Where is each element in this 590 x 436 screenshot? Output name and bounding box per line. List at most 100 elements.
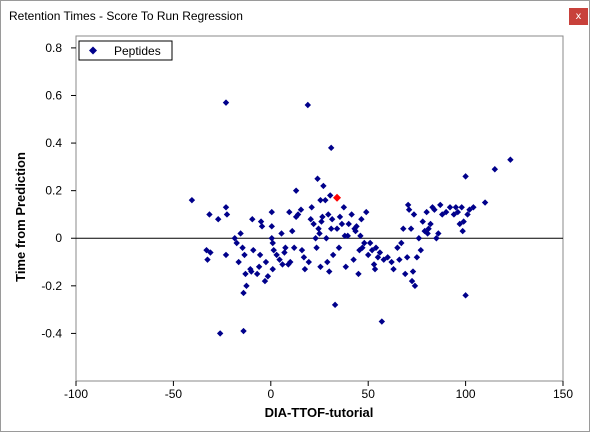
data-point — [403, 254, 411, 261]
data-point — [278, 230, 285, 237]
data-point — [344, 232, 351, 240]
data-point — [294, 211, 302, 218]
data-point — [257, 218, 265, 225]
chart-canvas[interactable]: -100 -50 0 50 100 150 -0.4 -0.2 0 0.2 0.4 0.6 0.8 Pe… — [1, 31, 589, 431]
x-tick-label: 150 — [553, 387, 573, 401]
data-point — [240, 327, 247, 335]
data-point — [431, 206, 438, 213]
data-point — [188, 196, 196, 204]
data-point — [378, 318, 386, 325]
data-point — [458, 204, 465, 211]
data-point — [410, 211, 418, 218]
data-point — [242, 270, 249, 278]
data-point — [328, 216, 336, 223]
data-point — [273, 251, 280, 259]
data-point — [322, 196, 329, 204]
data-point — [268, 235, 275, 242]
title-bar[interactable]: Retention Times - Score To Run Regressio… — [1, 1, 589, 31]
data-point — [301, 265, 309, 273]
data-point — [433, 235, 440, 242]
points-group — [188, 99, 514, 337]
data-point — [281, 249, 288, 256]
legend-label: Peptides — [114, 44, 161, 58]
data-point — [366, 239, 374, 247]
data-point — [304, 101, 312, 109]
data-point — [358, 216, 365, 223]
data-point — [297, 206, 305, 213]
data-point — [452, 204, 460, 211]
data-point — [333, 225, 341, 232]
data-point — [223, 211, 231, 218]
data-point — [312, 235, 319, 242]
data-point — [206, 211, 213, 218]
data-point — [204, 256, 211, 263]
data-point — [481, 199, 489, 206]
data-point — [417, 246, 424, 254]
y-tick-label: 0 — [55, 231, 62, 245]
data-point — [222, 204, 230, 211]
data-point — [323, 235, 330, 242]
data-point — [207, 249, 214, 256]
data-point — [396, 256, 403, 263]
data-point — [394, 244, 401, 251]
data-point — [402, 270, 409, 278]
data-point — [258, 223, 266, 230]
data-point — [264, 273, 272, 280]
y-tick-label: 0.4 — [45, 136, 62, 150]
data-point — [470, 204, 477, 211]
data-point — [310, 220, 317, 228]
x-tick-label: -100 — [64, 387, 88, 401]
data-point — [400, 225, 407, 232]
data-point — [287, 258, 294, 266]
data-point — [340, 204, 348, 211]
data-point — [424, 230, 431, 237]
plot-area — [75, 35, 564, 382]
selected-data-point — [333, 193, 342, 202]
regression-chart[interactable]: -100 -50 0 50 100 150 -0.4 -0.2 0 0.2 0.4 0.6 0.8 Pe… — [1, 31, 589, 431]
y-tick-label: 0.2 — [45, 184, 62, 198]
legend-marker-icon — [89, 46, 97, 55]
data-point — [317, 196, 324, 204]
data-point — [355, 270, 362, 278]
data-point — [357, 232, 364, 240]
data-point — [235, 258, 242, 266]
data-point — [407, 225, 415, 232]
data-point — [491, 166, 499, 173]
data-point — [262, 258, 270, 266]
data-point — [442, 208, 450, 216]
legend[interactable]: Peptides — [78, 40, 173, 61]
data-point — [268, 223, 275, 230]
y-tick-label: -0.2 — [41, 279, 62, 293]
data-point — [300, 254, 308, 261]
data-point — [437, 201, 444, 209]
data-point — [462, 173, 469, 180]
data-point — [408, 277, 416, 285]
x-axis-label: DIA-TTOF-tutorial — [265, 405, 374, 420]
data-point — [439, 211, 446, 218]
data-point — [423, 208, 430, 216]
data-point — [405, 206, 413, 213]
data-point — [411, 282, 419, 290]
data-point — [240, 289, 247, 297]
data-point — [404, 201, 412, 209]
data-point — [270, 246, 277, 254]
data-point — [268, 208, 275, 216]
y-axis-label: Time from Prediction — [13, 152, 28, 282]
close-button[interactable]: x — [569, 8, 588, 25]
data-point — [316, 230, 323, 237]
data-point — [370, 261, 378, 268]
data-point — [256, 251, 264, 259]
data-point — [222, 251, 230, 259]
data-point — [331, 301, 339, 309]
data-point — [233, 239, 240, 247]
data-point — [237, 230, 244, 237]
data-point — [276, 256, 283, 263]
data-point — [247, 265, 254, 273]
data-point — [269, 239, 276, 247]
window-title: Retention Times - Score To Run Regressio… — [9, 9, 243, 23]
data-point — [282, 244, 289, 251]
data-point — [327, 144, 335, 152]
data-point — [425, 225, 432, 232]
data-point — [324, 258, 331, 266]
